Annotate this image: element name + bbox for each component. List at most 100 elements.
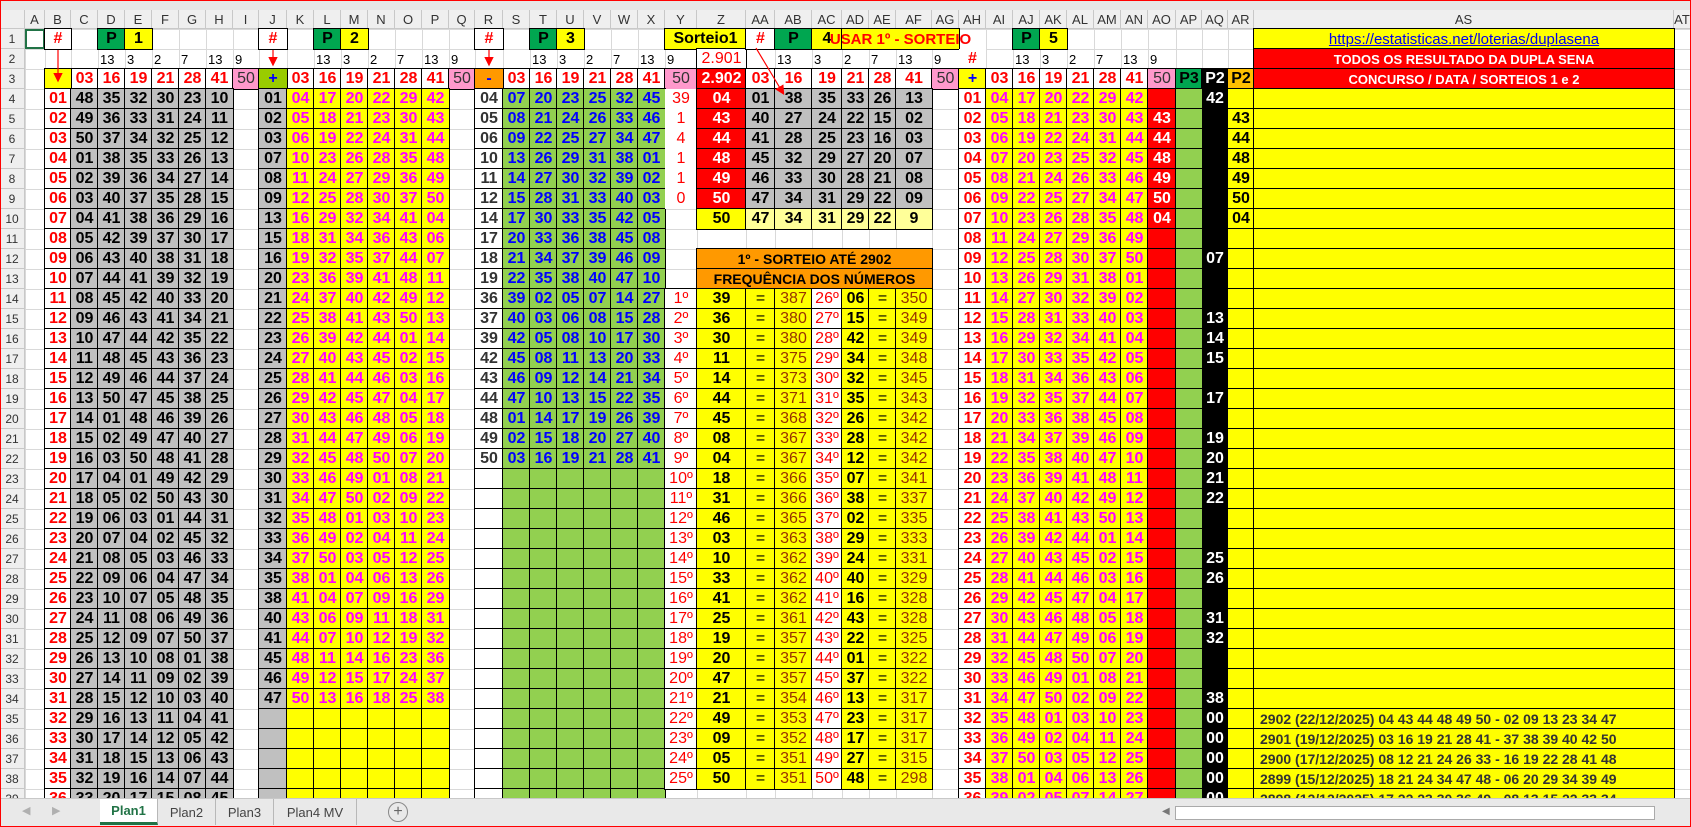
grid-number[interactable] <box>313 768 342 790</box>
grid-number[interactable]: 47 <box>502 388 531 410</box>
grid-number[interactable]: 44 <box>313 428 342 450</box>
grid-number[interactable] <box>421 708 450 730</box>
grid-number[interactable]: 48 <box>1120 208 1149 230</box>
grid-number[interactable] <box>340 788 369 798</box>
grid-number[interactable]: 42 <box>340 328 369 350</box>
grid-number[interactable] <box>583 608 612 630</box>
grid-number[interactable]: 16 <box>529 448 558 470</box>
grid-number[interactable] <box>502 688 531 710</box>
grid-number[interactable]: 07 <box>421 248 450 270</box>
row-index[interactable]: 04 <box>474 88 504 110</box>
row-index[interactable] <box>474 628 504 650</box>
p2b-cell[interactable] <box>1227 228 1255 250</box>
grid-number[interactable]: 30 <box>529 208 558 230</box>
grid-number[interactable]: 27 <box>841 148 870 170</box>
grid-number[interactable] <box>637 768 666 790</box>
grid-number[interactable]: 09 <box>367 588 396 610</box>
grid-number[interactable]: 20 <box>1120 648 1149 670</box>
grid-number[interactable]: 41 <box>205 708 234 730</box>
grid-number[interactable]: 34 <box>774 188 813 210</box>
p2b-cell[interactable] <box>1227 488 1255 510</box>
grid-number[interactable]: 25 <box>985 508 1014 530</box>
grid-number[interactable]: 16 <box>868 128 897 150</box>
row-header[interactable]: 29 <box>0 589 25 609</box>
result-row[interactable] <box>1253 688 1675 710</box>
grid-number[interactable]: 35 <box>529 268 558 290</box>
grid-number[interactable] <box>583 768 612 790</box>
grid-number[interactable] <box>583 508 612 530</box>
grid-number[interactable] <box>556 468 585 490</box>
grid-number[interactable]: 35 <box>205 588 234 610</box>
grid-number[interactable]: 28 <box>178 188 207 210</box>
grid-number[interactable]: 33 <box>610 108 639 130</box>
row-index[interactable]: 34 <box>258 548 288 570</box>
p3-cell[interactable] <box>1175 668 1203 690</box>
row-index[interactable]: 43 <box>474 368 504 390</box>
grid-number[interactable]: 23 <box>841 128 870 150</box>
grid-number[interactable] <box>583 628 612 650</box>
grid-number[interactable]: 48 <box>151 448 180 470</box>
grid-number[interactable]: 09 <box>637 248 666 270</box>
grid-number[interactable]: 48 <box>1066 608 1095 630</box>
result-row[interactable] <box>1253 608 1675 630</box>
grid-number[interactable]: 34 <box>637 368 666 390</box>
grid-number[interactable]: 37 <box>313 288 342 310</box>
grid-number[interactable]: 32 <box>151 128 180 150</box>
grid-number[interactable]: 20 <box>205 288 234 310</box>
grid-number[interactable]: 41 <box>637 448 666 470</box>
row-header[interactable]: 36 <box>0 729 25 749</box>
grid-number[interactable]: 27 <box>1039 228 1068 250</box>
grid-number[interactable]: 03 <box>529 308 558 330</box>
row-index[interactable]: 23 <box>258 328 288 350</box>
row-header[interactable]: 24 <box>0 489 25 509</box>
grid-number[interactable]: 18 <box>394 608 423 630</box>
grid-number[interactable]: 15 <box>1120 548 1149 570</box>
grid-number[interactable]: 39 <box>985 788 1014 798</box>
grid-number[interactable] <box>529 768 558 790</box>
grid-number[interactable]: 05 <box>97 488 126 510</box>
grid-number[interactable]: 23 <box>205 348 234 370</box>
grid-number[interactable]: 30 <box>178 228 207 250</box>
p2b-cell[interactable] <box>1227 668 1255 690</box>
grid-number[interactable]: 36 <box>367 228 396 250</box>
grid-number[interactable]: 11 <box>556 348 585 370</box>
row-index[interactable]: 31 <box>958 688 987 710</box>
grid-number[interactable]: 17 <box>1012 88 1041 110</box>
row-index[interactable]: 06 <box>474 128 504 150</box>
grid-number[interactable]: 32 <box>583 168 612 190</box>
grid-number[interactable]: 04 <box>1093 588 1122 610</box>
grid-number[interactable] <box>394 768 423 790</box>
grid-number[interactable]: 44 <box>367 328 396 350</box>
grid-number[interactable]: 50 <box>1039 688 1068 710</box>
grid-number[interactable]: 06 <box>985 128 1014 150</box>
grid-number[interactable]: 24 <box>1039 168 1068 190</box>
grid-number[interactable]: 04 <box>286 88 315 110</box>
grid-number[interactable]: 13 <box>205 148 234 170</box>
grid-number[interactable]: 40 <box>1039 488 1068 510</box>
grid-number[interactable]: 40 <box>313 348 342 370</box>
grid-number[interactable]: 10 <box>394 508 423 530</box>
match-cell[interactable] <box>1147 728 1177 750</box>
grid-number[interactable]: 32 <box>1066 288 1095 310</box>
row-index[interactable]: 05 <box>44 168 72 190</box>
grid-number[interactable]: 34 <box>340 228 369 250</box>
result-row[interactable] <box>1253 88 1675 110</box>
grid-number[interactable]: 02 <box>124 488 153 510</box>
grid-number[interactable]: 46 <box>178 548 207 570</box>
p2b-cell[interactable] <box>1227 368 1255 390</box>
grid-number[interactable]: 02 <box>1093 548 1122 570</box>
row-header[interactable]: 25 <box>0 509 25 529</box>
row-index[interactable]: 16 <box>44 388 72 410</box>
grid-number[interactable]: 50 <box>1120 248 1149 270</box>
column-header-aa[interactable]: AA <box>746 10 775 29</box>
grid-number[interactable]: 47 <box>97 328 126 350</box>
grid-number[interactable]: 02 <box>70 168 99 190</box>
grid-number[interactable]: 06 <box>394 428 423 450</box>
column-header-ai[interactable]: AI <box>986 10 1013 29</box>
grid-number[interactable]: 28 <box>205 448 234 470</box>
grid-number[interactable]: 19 <box>97 768 126 790</box>
row-index[interactable]: 21 <box>958 488 987 510</box>
grid-number[interactable]: 16 <box>70 448 99 470</box>
row-index[interactable]: 04 <box>44 148 72 170</box>
grid-number[interactable]: 10 <box>583 328 612 350</box>
